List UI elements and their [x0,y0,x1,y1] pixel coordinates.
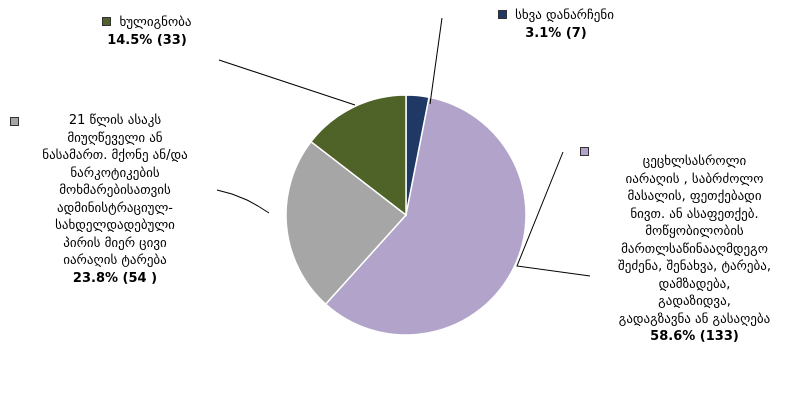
label-firearms-line: ცეცხლსასროლი [642,154,747,169]
leader-line-hooligan [218,59,356,106]
legend-swatch-other [498,10,508,19]
label-cold-weapon-line: ადმინისტრაციულ- [57,200,173,216]
label-firearms-line: შეძენა, შენახვა, ტარება, [618,259,771,274]
label-cold-weapon-line: 21 წლის ასაკს [68,113,162,128]
label-firearms-line: გადაზიდვა, [658,294,731,309]
pie-slices [285,94,527,336]
label-hooligan-value: 14.5% (33) [107,32,187,48]
label-hooligan-name: ხულიგნობა [119,15,192,30]
leader-line-weapons [516,151,591,277]
label-other-name: სხვა დანარჩენი [515,8,614,23]
label-cold-weapon-value: 23.8% (54 ) [72,270,158,286]
label-cold-weapon-line: ნარკოტიკების [70,165,160,181]
label-firearms-line: ნივთ. ან ასაფეთქებ. [630,206,759,222]
legend-swatch-firearms [580,147,589,156]
pie-slice-hooligan [309,94,407,217]
label-firearms-line: მასალის, ფეთქებადი [627,189,762,204]
legend-swatch-cold-weapon [10,117,19,126]
label-cold-weapon-line: იარაღის ტარება [63,253,167,268]
legend-swatch-hooligan [102,17,112,26]
label-cold-weapon-line: ნასამართ. მქონე ან/და [42,148,188,163]
label-firearms-line: დამზადება, [658,276,731,292]
label-firearms-line: მართლსაწინააღმდეგო [621,241,768,257]
label-firearms-value: 58.6% (133) [650,329,739,344]
label-firearms-line: მოწყობილობის [645,224,744,239]
leader-line-other [429,17,443,105]
leader-lines [216,17,591,277]
label-cold-weapon-line: სახდელდადებული [55,218,175,233]
label-cold-weapon: 21 წლის ასაკს მიუღწეველი ან ნასამართ. მქ… [0,112,230,287]
leader-line-cold [216,189,270,214]
label-firearms: ცეცხლსასროლი იარაღის , საბრძოლო მასალის,… [592,153,797,346]
label-cold-weapon-line: მოხმარებისათვის [59,183,171,198]
label-cold-weapon-line: მიუღწეველი ან [67,130,163,146]
pie-slice-firearms [324,96,527,336]
label-other-value: 3.1% (7) [525,25,587,41]
label-firearms-line: იარაღის , საბრძოლო [625,171,764,187]
label-other: სხვა დანარჩენი 3.1% (7) [471,7,641,42]
label-hooligan: ხულიგნობა 14.5% (33) [62,14,232,49]
label-cold-weapon-line: პირის მიერ ცივი [63,235,167,251]
pie-slice-cold-weapon [285,140,408,306]
label-firearms-line: გადაგზავნა ან გასაღება [618,311,771,327]
